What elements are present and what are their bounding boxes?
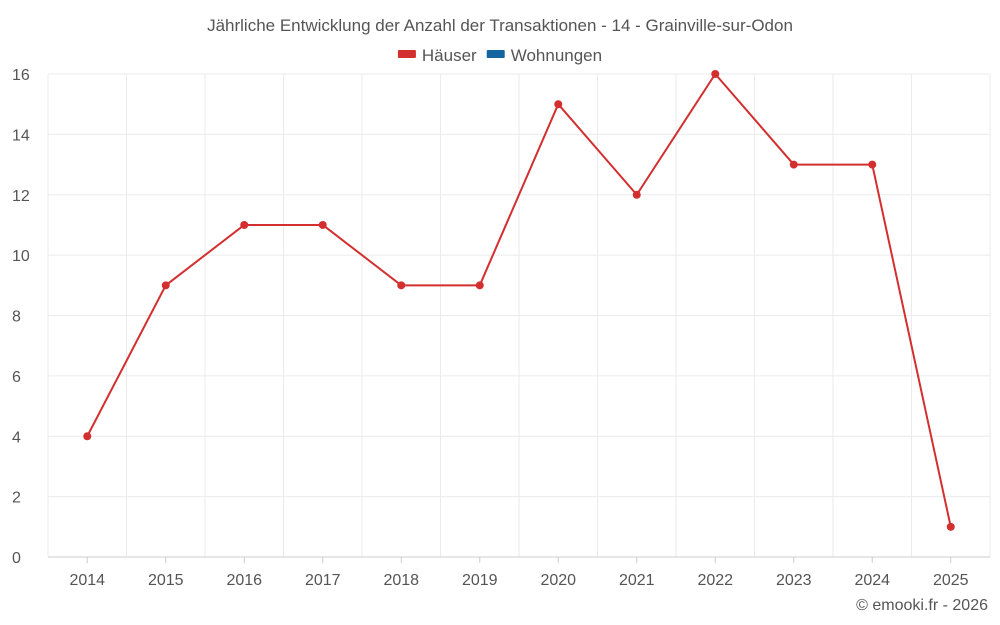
y-tick-label: 4	[12, 429, 21, 446]
y-tick-label: 16	[12, 67, 30, 84]
data-point[interactable]	[789, 160, 798, 169]
y-tick-label: 6	[12, 369, 21, 386]
x-tick-label: 2016	[226, 572, 262, 589]
legend-label: Wohnungen	[511, 46, 602, 65]
x-tick-label: 2018	[383, 572, 419, 589]
credit-text: © emooki.fr - 2026	[856, 597, 988, 614]
legend-swatch	[397, 50, 416, 58]
data-point[interactable]	[475, 281, 484, 290]
x-tick-label: 2019	[462, 572, 498, 589]
x-tick-label: 2021	[619, 572, 655, 589]
data-point[interactable]	[318, 220, 327, 229]
data-point[interactable]	[554, 100, 563, 109]
x-tick-label: 2017	[305, 572, 341, 589]
x-axis-ticks: 2014 2015 2016 2017 2018 2019 2020 2021 2022 2023…	[69, 557, 969, 589]
x-tick-label: 2025	[933, 572, 969, 589]
data-point[interactable]	[240, 220, 249, 229]
data-point[interactable]	[711, 70, 720, 78]
data-point[interactable]	[83, 432, 92, 441]
x-tick-label: 2022	[697, 572, 733, 589]
x-tick-label: 2024	[854, 572, 890, 589]
data-point[interactable]	[161, 281, 170, 290]
x-tick-label: 2023	[776, 572, 812, 589]
legend-label: Häuser	[422, 46, 477, 65]
y-tick-label: 14	[12, 127, 30, 144]
series-group	[83, 70, 955, 531]
y-tick-label: 12	[12, 188, 30, 205]
grid	[47, 73, 991, 557]
x-tick-label: 2015	[148, 572, 184, 589]
data-point[interactable]	[397, 281, 406, 290]
series-line-0	[86, 73, 952, 528]
y-axis-ticks: 0 2 4 6 8 10 12 14 16	[12, 67, 30, 567]
legend: Häuser Wohnungen	[397, 46, 602, 65]
legend-item[interactable]: Häuser	[397, 46, 477, 65]
x-tick-label: 2014	[69, 572, 105, 589]
data-point[interactable]	[946, 522, 955, 531]
legend-swatch	[486, 50, 505, 58]
chart-title: Jährliche Entwicklung der Anzahl der Tra…	[207, 16, 793, 35]
y-tick-label: 0	[12, 550, 21, 567]
x-tick-label: 2020	[540, 572, 576, 589]
data-point[interactable]	[868, 160, 877, 169]
y-tick-label: 8	[12, 309, 21, 326]
data-point[interactable]	[632, 190, 641, 199]
legend-item[interactable]: Wohnungen	[486, 46, 602, 65]
y-tick-label: 2	[12, 490, 21, 507]
y-tick-label: 10	[12, 248, 30, 265]
